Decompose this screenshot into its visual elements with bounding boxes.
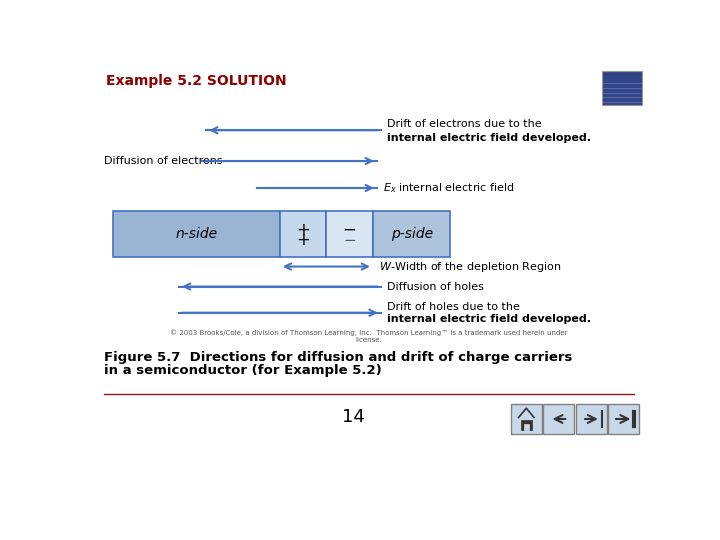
Bar bbox=[373, 211, 451, 257]
Text: in a semiconductor (for Example 5.2): in a semiconductor (for Example 5.2) bbox=[104, 363, 382, 376]
Bar bbox=[608, 403, 639, 434]
Text: license.: license. bbox=[356, 337, 382, 343]
Text: Figure 5.7  Directions for diffusion and drift of charge carriers: Figure 5.7 Directions for diffusion and … bbox=[104, 351, 572, 364]
Text: Drift of holes due to the: Drift of holes due to the bbox=[387, 301, 520, 312]
Bar bbox=[601, 71, 642, 105]
Bar bbox=[280, 211, 326, 257]
Text: +: + bbox=[296, 220, 310, 239]
Text: Diffusion of holes: Diffusion of holes bbox=[387, 281, 484, 292]
Bar bbox=[326, 211, 373, 257]
Text: 14: 14 bbox=[342, 408, 365, 427]
Text: © 2003 Brooks/Cole, a division of Thomson Learning, Inc.  Thomson Learning™ is a: © 2003 Brooks/Cole, a division of Thomso… bbox=[170, 329, 568, 336]
Text: internal electric field developed.: internal electric field developed. bbox=[387, 314, 591, 324]
Text: Example 5.2 SOLUTION: Example 5.2 SOLUTION bbox=[106, 74, 286, 88]
Text: −: − bbox=[343, 220, 356, 239]
Bar bbox=[510, 403, 542, 434]
Bar bbox=[544, 403, 575, 434]
Bar bbox=[576, 403, 607, 434]
Text: +: + bbox=[296, 231, 310, 249]
Bar bbox=[113, 211, 280, 257]
Bar bbox=[521, 420, 532, 430]
Text: $W$-Width of the depletion Region: $W$-Width of the depletion Region bbox=[379, 260, 562, 274]
Bar bbox=[524, 423, 528, 430]
Text: p-side: p-side bbox=[390, 227, 433, 241]
Text: −: − bbox=[343, 233, 356, 248]
Text: internal electric field developed.: internal electric field developed. bbox=[387, 133, 591, 143]
Text: n-side: n-side bbox=[176, 227, 217, 241]
Text: Diffusion of electrons: Diffusion of electrons bbox=[104, 156, 222, 166]
Text: $E_x$ internal electric field: $E_x$ internal electric field bbox=[383, 181, 515, 195]
Text: Drift of electrons due to the: Drift of electrons due to the bbox=[387, 119, 541, 129]
